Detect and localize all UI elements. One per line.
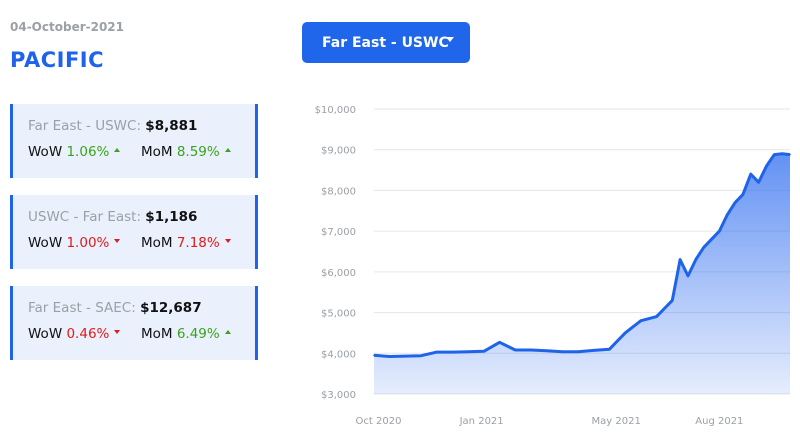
mom-label: MoM	[140, 144, 173, 160]
wow-value: 0.46%	[66, 326, 110, 342]
data-point	[781, 152, 783, 155]
caret-down-icon	[446, 37, 454, 42]
data-point	[710, 238, 713, 241]
data-point	[561, 350, 564, 353]
data-point	[734, 201, 736, 204]
data-point	[789, 153, 791, 156]
mom-value: 8.59%	[176, 144, 220, 160]
data-point	[749, 173, 752, 175]
data-point	[467, 350, 469, 353]
data-point	[514, 349, 517, 351]
data-point	[695, 258, 697, 261]
data-point	[647, 317, 650, 320]
data-point	[451, 351, 454, 353]
route-select-dropdown[interactable]: Far East - USWC	[302, 22, 470, 63]
mom-value: 7.18%	[176, 235, 220, 251]
data-point	[404, 355, 407, 357]
route-price: $1,186	[145, 209, 198, 225]
x-tick-label: May 2021	[592, 416, 641, 427]
data-point	[483, 350, 485, 353]
mom-value: 6.49%	[176, 326, 220, 342]
data-point	[671, 299, 674, 302]
arrow-up-icon	[114, 148, 121, 152]
series-area	[374, 153, 790, 394]
wow-value: 1.00%	[66, 235, 110, 251]
y-tick-label: $8,000	[321, 186, 356, 197]
arrow-down-icon	[114, 239, 121, 243]
y-tick-label: $5,000	[321, 309, 356, 320]
arrow-up-icon	[224, 330, 231, 334]
route-label: Far East - USWC:	[28, 118, 141, 134]
rate-card-uswc-far-east: USWC - Far East: $1,186 WoW 1.00% MoM 7.…	[10, 195, 258, 269]
data-point	[608, 348, 611, 351]
route-label: USWC - Far East:	[28, 209, 141, 225]
y-tick-label: $9,000	[321, 146, 356, 157]
arrow-down-icon	[224, 239, 231, 243]
route-label: Far East - SAEC:	[28, 300, 136, 316]
data-point	[530, 349, 532, 351]
data-point	[773, 153, 776, 156]
data-point	[765, 165, 768, 167]
data-point	[655, 315, 658, 318]
data-point	[742, 193, 744, 196]
x-tick-label: Oct 2020	[356, 416, 402, 427]
data-point	[632, 326, 634, 328]
rate-card-far-east-saec: Far East - SAEC: $12,687 WoW 0.46% MoM 6…	[10, 286, 258, 360]
wow-label: WoW	[28, 326, 63, 342]
arrow-down-icon	[114, 330, 121, 334]
data-point	[687, 275, 689, 277]
route-price: $12,687	[140, 300, 202, 316]
data-point	[726, 214, 729, 216]
data-point	[420, 354, 422, 357]
data-point	[435, 351, 438, 353]
y-tick-label: $7,000	[321, 227, 356, 238]
wow-label: WoW	[28, 235, 63, 251]
route-price: $8,881	[145, 118, 198, 134]
x-tick-label: Jan 2021	[459, 416, 504, 427]
data-point	[624, 332, 626, 334]
arrow-up-icon	[224, 148, 231, 152]
data-point	[545, 350, 548, 352]
wow-label: WoW	[28, 144, 63, 160]
y-tick-label: $6,000	[321, 268, 356, 279]
y-tick-label: $3,000	[321, 390, 356, 401]
data-point	[616, 340, 619, 342]
x-tick-label: Aug 2021	[695, 416, 743, 427]
data-point	[498, 341, 501, 344]
report-date: 04-October-2021	[10, 20, 124, 34]
data-point	[577, 350, 579, 353]
wow-value: 1.06%	[66, 144, 110, 160]
region-title: PACIFIC	[10, 48, 105, 72]
data-point	[388, 355, 391, 358]
route-select-value: Far East - USWC	[322, 34, 449, 51]
y-tick-label: $4,000	[321, 349, 356, 360]
data-point	[640, 319, 642, 322]
data-point	[663, 307, 666, 310]
rate-card-far-east-uswc: Far East - USWC: $8,881 WoW 1.06% MoM 8.…	[10, 104, 258, 178]
mom-label: MoM	[140, 326, 173, 342]
data-point	[373, 354, 375, 357]
y-tick-label: $10,000	[315, 105, 356, 116]
data-point	[592, 349, 595, 352]
mom-label: MoM	[140, 235, 173, 251]
data-point	[679, 258, 681, 261]
data-point	[718, 230, 721, 232]
data-point	[757, 181, 760, 184]
data-point	[702, 246, 705, 249]
